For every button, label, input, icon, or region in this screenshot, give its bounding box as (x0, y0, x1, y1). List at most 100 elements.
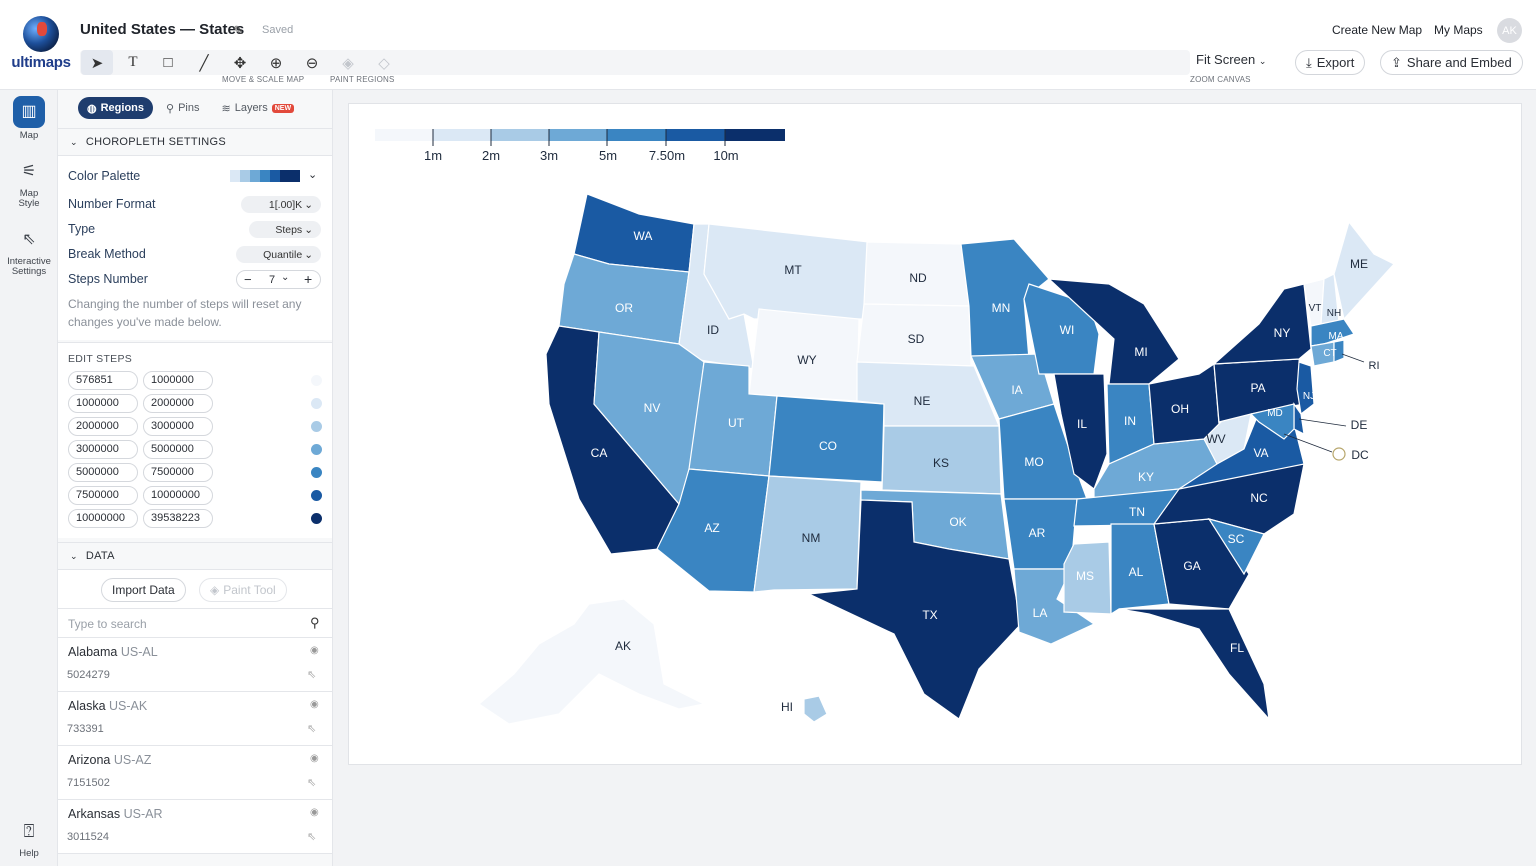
number-format-select[interactable]: 1[.00]K ⌄ (241, 196, 321, 213)
region-tx[interactable] (806, 499, 1022, 720)
region-al[interactable] (1110, 523, 1170, 616)
eraser-icon[interactable]: ◇ (378, 54, 390, 72)
step-to-input[interactable]: 5000000 (143, 440, 213, 459)
zoom-in-icon[interactable]: ⊕ (269, 54, 283, 72)
step-color-swatch[interactable] (311, 513, 322, 524)
region-ak[interactable] (478, 598, 706, 725)
region-fl[interactable] (1118, 608, 1270, 721)
my-maps-link[interactable]: My Maps (1434, 23, 1483, 37)
step-color-swatch[interactable] (311, 375, 322, 386)
step-from-input[interactable]: 3000000 (68, 440, 138, 459)
map-title[interactable]: United States — States (80, 21, 245, 38)
eye-icon[interactable]: ◉ (310, 645, 319, 656)
region-ms[interactable] (1063, 541, 1112, 615)
region-md[interactable] (1249, 403, 1295, 440)
list-item[interactable]: Arizona US-AZ 7151502 ◉ ⇖ (58, 746, 332, 800)
region-hi[interactable] (803, 695, 828, 723)
step-to-input[interactable]: 39538223 (143, 509, 213, 528)
cursor-click-icon[interactable]: ⇖ (307, 669, 317, 681)
search-icon[interactable]: ⚲ (310, 615, 320, 630)
region-me[interactable] (1333, 220, 1395, 321)
region-mi[interactable] (1047, 278, 1180, 385)
cursor-click-icon[interactable]: ⇖ (307, 831, 317, 843)
state-value[interactable]: 5024279 (67, 669, 110, 681)
steps-minus-button[interactable]: − (244, 272, 252, 287)
line-icon[interactable]: ╱ (199, 54, 209, 72)
region-sc[interactable] (1207, 518, 1265, 576)
rail-item-map-style[interactable]: ⚟ Map Style (0, 158, 58, 209)
tab-regions[interactable]: ◍ Regions (78, 97, 154, 119)
step-to-input[interactable]: 2000000 (143, 394, 213, 413)
step-from-input[interactable]: 7500000 (68, 486, 138, 505)
cursor-click-icon[interactable]: ⇖ (307, 777, 317, 789)
select-icon[interactable]: ➤ (81, 50, 113, 75)
eye-icon[interactable]: ◉ (310, 753, 319, 764)
step-from-input[interactable]: 1000000 (68, 394, 138, 413)
step-to-input[interactable]: 7500000 (143, 463, 213, 482)
chevron-down-icon[interactable]: ⌄ (308, 169, 318, 181)
region-mo[interactable] (998, 403, 1088, 500)
list-item[interactable]: Alabama US-AL 5024279 ◉ ⇖ (58, 638, 332, 692)
zoom-out-icon[interactable]: ⊖ (305, 54, 319, 72)
step-from-input[interactable]: 5000000 (68, 463, 138, 482)
rail-item-map[interactable]: ▥ Map (0, 96, 58, 141)
region-mn[interactable] (960, 238, 1050, 360)
break-method-select[interactable]: Quantile ⌄ (236, 246, 321, 263)
tab-pins[interactable]: ⚲ Pins (157, 97, 208, 119)
region-nj[interactable] (1296, 361, 1315, 416)
state-value[interactable]: 3011524 (67, 831, 110, 843)
data-header[interactable]: ⌄ DATA (58, 542, 332, 570)
choropleth-settings-header[interactable]: ⌄ CHOROPLETH SETTINGS (58, 128, 332, 156)
type-select[interactable]: Steps ⌄ (249, 221, 321, 238)
list-item[interactable]: Alaska US-AK 733391 ◉ ⇖ (58, 692, 332, 746)
region-ma[interactable] (1310, 318, 1355, 347)
step-color-swatch[interactable] (311, 444, 322, 455)
list-item[interactable]: Arkansas US-AR 3011524 ◉ ⇖ (58, 800, 332, 854)
search-input[interactable]: Type to search (68, 617, 147, 631)
legend-swatch (666, 129, 725, 141)
fit-screen-dropdown[interactable]: Fit Screen ⌄ (1196, 52, 1266, 67)
step-color-swatch[interactable] (311, 421, 322, 432)
color-palette-swatch[interactable] (230, 170, 300, 182)
state-value[interactable]: 7151502 (67, 777, 110, 789)
region-ri[interactable] (1333, 339, 1345, 363)
dc-marker[interactable] (1332, 447, 1346, 461)
step-from-input[interactable]: 576851 (68, 371, 138, 390)
step-color-swatch[interactable] (311, 467, 322, 478)
us-choropleth-map[interactable]: 1m 2m 3m 5m 7.50m 10m (349, 104, 1523, 766)
import-data-button[interactable]: Import Data (101, 578, 186, 602)
tab-layers[interactable]: ≋ Layers NEW (212, 97, 303, 119)
steps-value[interactable]: 7 (269, 274, 276, 286)
step-to-input[interactable]: 1000000 (143, 371, 213, 390)
region-nm[interactable] (753, 475, 862, 593)
step-from-input[interactable]: 10000000 (68, 509, 138, 528)
avatar[interactable]: AK (1497, 18, 1522, 43)
region-ny[interactable] (1212, 283, 1312, 365)
rail-item-help[interactable]: ⍰ Help (0, 816, 58, 859)
map-legend[interactable]: 1m 2m 3m 5m 7.50m 10m (375, 129, 785, 163)
step-from-input[interactable]: 2000000 (68, 417, 138, 436)
search-field[interactable]: Type to search ⚲ (58, 608, 332, 638)
paint-tool-button[interactable]: ◈ Paint Tool (199, 578, 287, 602)
rail-item-interactive-settings[interactable]: ⇖ Interactive Settings (0, 226, 58, 277)
text-icon[interactable]: T (128, 54, 138, 70)
steps-plus-button[interactable]: + (304, 271, 313, 287)
step-color-swatch[interactable] (311, 398, 322, 409)
create-new-map-link[interactable]: Create New Map (1332, 23, 1423, 37)
cursor-click-icon[interactable]: ⇖ (307, 723, 317, 735)
eye-icon[interactable]: ◉ (310, 807, 319, 818)
step-to-input[interactable]: 3000000 (143, 417, 213, 436)
pencil-icon[interactable]: ✎ (233, 23, 244, 38)
step-color-swatch[interactable] (311, 490, 322, 501)
chevron-down-icon[interactable]: ⌄ (281, 272, 290, 283)
step-to-input[interactable]: 10000000 (143, 486, 213, 505)
share-embed-button[interactable]: ⇪ Share and Embed (1380, 50, 1523, 75)
ultimaps-logo[interactable]: ultimaps (10, 16, 72, 74)
eye-icon[interactable]: ◉ (310, 699, 319, 710)
rectangle-icon[interactable]: □ (163, 54, 173, 71)
move-icon[interactable]: ✥ (233, 54, 247, 72)
map-canvas[interactable]: 1m 2m 3m 5m 7.50m 10m (348, 103, 1522, 765)
export-button[interactable]: ⤓ Export (1295, 50, 1366, 75)
state-value[interactable]: 733391 (67, 723, 104, 735)
paint-bucket-icon[interactable]: ◈ (342, 54, 354, 72)
